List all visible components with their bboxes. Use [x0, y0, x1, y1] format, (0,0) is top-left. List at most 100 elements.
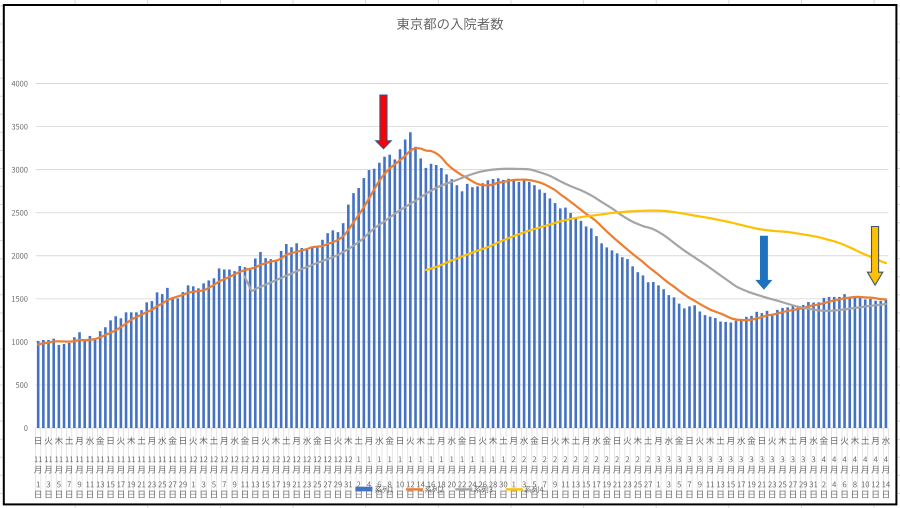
bar[interactable] [259, 251, 262, 428]
bar[interactable] [393, 159, 397, 428]
bar[interactable] [424, 167, 428, 428]
bar[interactable] [853, 297, 857, 428]
bar[interactable] [264, 258, 267, 428]
bar[interactable] [372, 168, 376, 428]
bar[interactable] [476, 186, 479, 428]
bar[interactable] [191, 286, 195, 428]
bar[interactable] [512, 179, 516, 428]
bar[interactable] [429, 163, 433, 428]
bar[interactable] [228, 269, 231, 428]
bar[interactable] [858, 297, 862, 428]
bar[interactable] [316, 246, 319, 428]
bar[interactable] [574, 217, 578, 428]
bar[interactable] [533, 185, 536, 428]
bar[interactable] [388, 154, 391, 428]
bar[interactable] [67, 342, 71, 428]
bar[interactable] [233, 271, 236, 428]
bar[interactable] [109, 320, 112, 428]
bar[interactable] [719, 321, 722, 428]
bar[interactable] [688, 306, 691, 428]
bar[interactable] [745, 316, 748, 428]
bar[interactable] [57, 344, 61, 428]
bar[interactable] [724, 321, 727, 428]
bar[interactable] [300, 248, 304, 428]
legend-item-1[interactable] [355, 486, 394, 493]
bar[interactable] [253, 258, 257, 428]
bar[interactable] [641, 275, 645, 428]
bar[interactable] [801, 304, 805, 428]
bar[interactable] [409, 132, 412, 428]
bar[interactable] [326, 233, 329, 428]
bar[interactable] [145, 302, 149, 428]
bar[interactable] [150, 301, 154, 428]
bar[interactable] [708, 316, 712, 428]
bar[interactable] [310, 248, 314, 428]
bar[interactable] [714, 318, 717, 428]
bar[interactable] [672, 297, 676, 428]
bar[interactable] [445, 174, 448, 428]
bar[interactable] [243, 267, 247, 428]
bar[interactable] [62, 344, 66, 428]
bar[interactable] [135, 312, 138, 428]
bar[interactable] [817, 302, 821, 428]
bar[interactable] [434, 164, 438, 428]
bar[interactable] [398, 149, 402, 428]
bar[interactable] [403, 139, 407, 429]
bar[interactable] [73, 337, 76, 428]
bar[interactable] [760, 313, 764, 428]
bar[interactable] [584, 226, 588, 428]
bar[interactable] [222, 269, 226, 428]
bar[interactable] [636, 272, 640, 428]
bar[interactable] [290, 247, 293, 428]
bar[interactable] [776, 309, 779, 428]
bar[interactable] [600, 243, 603, 428]
bar[interactable] [615, 253, 619, 428]
bar[interactable] [295, 243, 298, 428]
bar[interactable] [347, 204, 350, 428]
bar[interactable] [419, 158, 422, 428]
bar[interactable] [155, 292, 159, 428]
bar[interactable] [564, 207, 567, 428]
bar[interactable] [465, 183, 469, 428]
bar[interactable] [285, 244, 288, 428]
bar[interactable] [202, 283, 205, 428]
bar[interactable] [652, 282, 655, 428]
bar[interactable] [553, 203, 557, 428]
bar[interactable] [750, 315, 753, 428]
bar[interactable] [843, 294, 846, 428]
bar[interactable] [807, 302, 810, 428]
bar[interactable] [579, 220, 583, 428]
bar[interactable] [548, 198, 552, 428]
bar[interactable] [181, 292, 185, 428]
bar[interactable] [765, 310, 769, 428]
bar[interactable] [693, 305, 696, 428]
bar[interactable] [88, 335, 92, 428]
bar[interactable] [176, 298, 180, 428]
bar[interactable] [212, 278, 216, 428]
bar[interactable] [610, 250, 614, 428]
legend-item-2[interactable] [406, 486, 444, 493]
bar[interactable] [124, 312, 128, 428]
bar[interactable] [166, 287, 169, 428]
bar[interactable] [838, 296, 841, 428]
bar[interactable] [683, 308, 686, 428]
bar[interactable] [305, 249, 309, 428]
bar[interactable] [357, 187, 360, 428]
bar[interactable] [869, 298, 872, 428]
bar[interactable] [543, 192, 547, 428]
legend-item-3[interactable] [455, 486, 493, 493]
bar[interactable] [832, 296, 836, 428]
bar[interactable] [517, 182, 521, 428]
bar[interactable] [657, 285, 660, 428]
bar[interactable] [171, 298, 174, 428]
bar[interactable] [734, 320, 738, 428]
bar[interactable] [863, 299, 867, 429]
bar[interactable] [160, 294, 164, 428]
bar[interactable] [698, 311, 702, 428]
bar[interactable] [450, 179, 454, 428]
bar[interactable] [662, 289, 665, 428]
bar[interactable] [781, 307, 784, 428]
bar[interactable] [248, 269, 252, 428]
bar[interactable] [879, 300, 883, 428]
bar[interactable] [677, 303, 681, 428]
